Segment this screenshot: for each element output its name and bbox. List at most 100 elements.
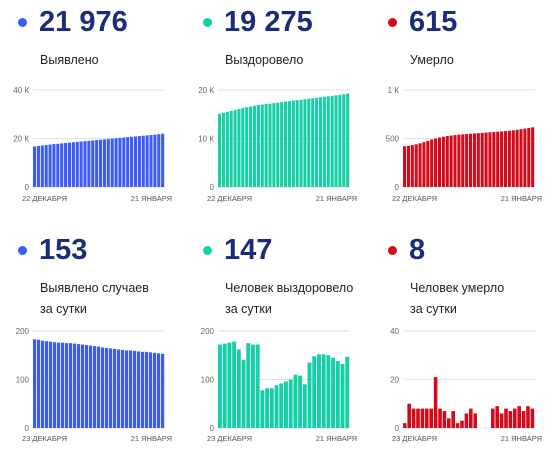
- bar: [346, 93, 350, 187]
- bar: [229, 110, 233, 187]
- bar: [503, 131, 508, 187]
- metric-label-line: Умерло: [410, 53, 454, 67]
- bar: [102, 139, 106, 187]
- bar: [221, 112, 225, 187]
- bar: [335, 361, 340, 428]
- bar: [420, 408, 425, 428]
- y-tick-label: 0: [210, 424, 215, 433]
- y-tick-label: 100: [201, 376, 215, 385]
- bar: [515, 129, 519, 187]
- bar: [295, 100, 299, 187]
- bar: [526, 406, 530, 428]
- bar: [312, 356, 317, 428]
- metric-label: Человек выздоровело за сутки: [225, 278, 353, 320]
- bar-chart: 0 500 1 К 22 ДЕКАБРЯ 21 ЯНВАРЯ: [386, 86, 542, 203]
- bar: [130, 136, 134, 187]
- bar: [527, 128, 531, 187]
- bar: [241, 107, 245, 187]
- bar: [33, 146, 37, 187]
- bar: [517, 406, 521, 428]
- bar: [40, 145, 44, 187]
- bar: [245, 107, 249, 187]
- metric-label: Человек умерло за сутки: [410, 278, 504, 320]
- bar: [434, 138, 438, 187]
- bar: [284, 381, 288, 428]
- bar: [106, 138, 110, 187]
- bar: [499, 413, 504, 428]
- bar: [241, 360, 246, 428]
- bar: [442, 411, 447, 428]
- bar: [492, 132, 496, 187]
- bar: [508, 411, 513, 428]
- bar: [476, 133, 480, 187]
- bar: [473, 413, 477, 428]
- bar: [322, 96, 326, 187]
- bar: [255, 344, 260, 428]
- bar: [455, 423, 460, 428]
- bar: [406, 145, 410, 187]
- bar: [260, 104, 264, 187]
- headline-number: 19 275: [224, 6, 313, 38]
- metric-label-line: Человек выздоровело: [225, 281, 354, 295]
- bar: [153, 352, 157, 428]
- bar: [461, 134, 465, 187]
- bar: [447, 418, 451, 428]
- y-tick-label: 20 К: [198, 86, 214, 95]
- bar: [268, 103, 272, 187]
- bar-chart: 0 10 К 20 К 22 ДЕКАБРЯ 21 ЯНВАРЯ: [198, 86, 357, 203]
- y-tick-label: 0: [210, 183, 215, 192]
- bar: [500, 131, 504, 187]
- bar: [256, 105, 260, 187]
- bar: [145, 135, 149, 187]
- bar: [403, 423, 407, 428]
- bar: [222, 343, 227, 428]
- bar: [81, 344, 85, 428]
- bar: [469, 133, 473, 187]
- bar: [69, 343, 73, 429]
- bar-chart: 0 100 200 23 ДЕКАБРЯ 21 ЯНВАРЯ: [201, 327, 357, 443]
- bar: [141, 351, 145, 428]
- bar: [105, 347, 109, 428]
- bar: [77, 344, 81, 428]
- x-start-label: 23 ДЕКАБРЯ: [392, 434, 437, 443]
- series-dot-icon: [203, 246, 212, 255]
- bar: [149, 134, 153, 187]
- x-end-label: 21 ЯНВАРЯ: [131, 194, 172, 203]
- bar: [67, 142, 72, 187]
- bar: [269, 388, 274, 428]
- bar: [338, 94, 342, 187]
- bar: [407, 403, 411, 428]
- bar: [48, 144, 52, 187]
- y-tick-label: 10 К: [198, 135, 214, 144]
- bar: [429, 408, 433, 428]
- bar: [260, 390, 265, 428]
- bar: [480, 132, 484, 187]
- bar: [507, 130, 511, 187]
- bar: [60, 143, 64, 187]
- series-dot-icon: [388, 18, 397, 27]
- bar: [449, 135, 453, 187]
- bar: [61, 342, 65, 428]
- bar: [56, 143, 60, 187]
- bar: [237, 108, 241, 187]
- metric-label: Выявлено: [40, 50, 99, 71]
- series-dot-icon: [203, 18, 212, 27]
- bar: [430, 139, 434, 187]
- bar: [157, 134, 161, 187]
- bar: [57, 342, 61, 428]
- bar: [311, 98, 315, 187]
- bar: [252, 105, 257, 187]
- x-start-label: 22 ДЕКАБРЯ: [207, 194, 252, 203]
- series-dot-icon: [18, 246, 27, 255]
- y-tick-label: 0: [395, 183, 400, 192]
- x-start-label: 22 ДЕКАБРЯ: [22, 194, 67, 203]
- metric-label-line: Человек умерло: [410, 281, 505, 295]
- bar: [414, 144, 418, 187]
- y-tick-label: 0: [25, 424, 30, 433]
- bar: [101, 347, 105, 428]
- bar: [41, 340, 45, 428]
- bar: [330, 95, 334, 187]
- y-tick-label: 40: [390, 327, 399, 336]
- bar: [109, 348, 113, 428]
- bar: [73, 343, 77, 428]
